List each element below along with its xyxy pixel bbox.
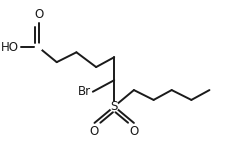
Text: Br: Br [78, 85, 91, 98]
Text: O: O [34, 8, 43, 21]
Text: O: O [129, 125, 139, 138]
Text: HO: HO [1, 41, 19, 54]
Circle shape [110, 102, 118, 111]
Text: O: O [90, 125, 99, 138]
Text: S: S [110, 100, 118, 113]
Circle shape [35, 44, 42, 51]
